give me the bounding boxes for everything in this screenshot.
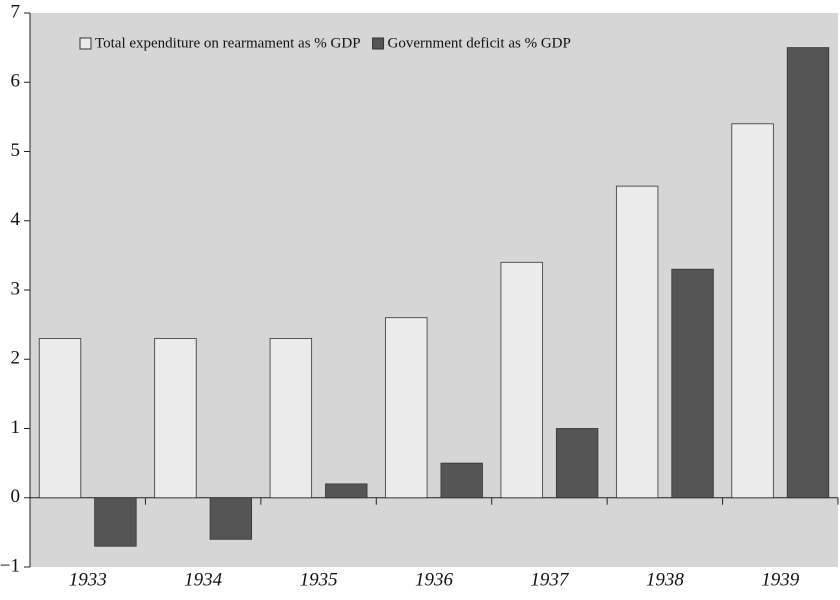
x-tick-label: 1934 [184, 569, 223, 590]
bar [786, 47, 830, 499]
x-tick-label: 1938 [646, 569, 685, 590]
bar [94, 497, 137, 547]
bar [731, 123, 774, 499]
bar [154, 338, 197, 499]
bar [440, 462, 483, 499]
bar [385, 317, 428, 499]
y-tick-label: 5 [11, 140, 21, 161]
x-tick-label: 1935 [300, 569, 338, 590]
y-tick-label: 0 [11, 486, 21, 507]
legend-swatch [372, 37, 385, 50]
bar [38, 338, 82, 499]
bar [615, 185, 659, 499]
bar [209, 497, 253, 540]
y-tick-label: 6 [11, 71, 21, 92]
bar [325, 483, 368, 499]
bar [269, 338, 313, 499]
y-tick-label: 2 [11, 348, 21, 369]
y-tick-label: 4 [11, 209, 21, 230]
y-tick-label: 3 [11, 278, 21, 299]
plot-background [30, 13, 838, 567]
x-tick-label: 1933 [69, 569, 107, 590]
bar [555, 428, 599, 499]
legend-label: Total expenditure on rearmament as % GDP [95, 35, 361, 51]
x-tick-label: 1939 [761, 569, 800, 590]
bar [500, 261, 543, 499]
y-tick-label: −1 [0, 555, 20, 576]
x-tick-label: 1936 [415, 569, 454, 590]
y-tick-label: 7 [11, 1, 21, 22]
legend-swatch [79, 37, 92, 50]
legend-label: Government deficit as % GDP [388, 35, 571, 51]
x-tick-label: 1937 [530, 569, 570, 590]
bar [671, 268, 714, 499]
y-tick-label: 1 [11, 417, 21, 438]
